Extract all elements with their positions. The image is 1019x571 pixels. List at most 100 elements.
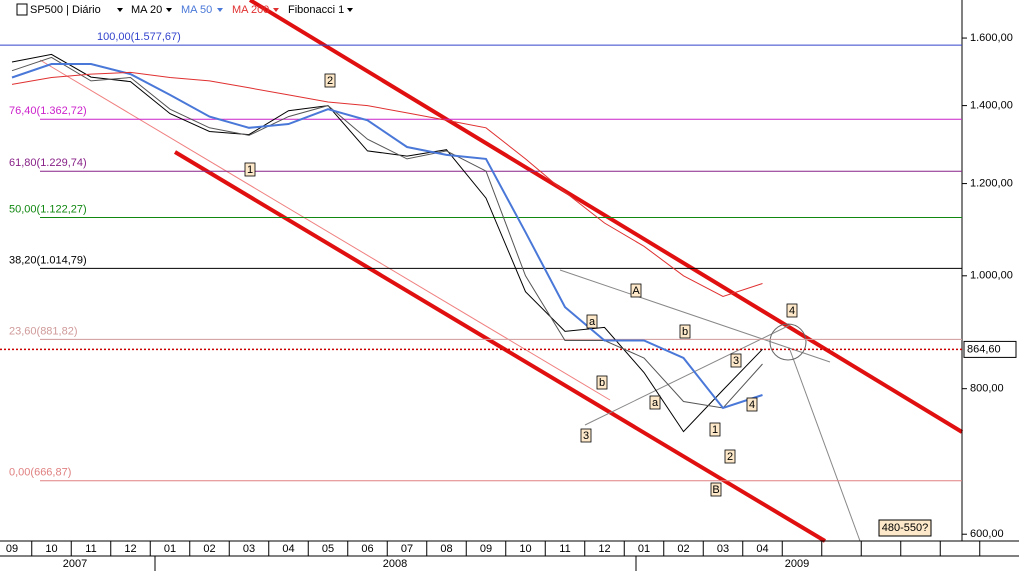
x-tick-label: 11 [559, 543, 570, 555]
trendline [789, 349, 861, 542]
wave-text: B [712, 484, 719, 496]
x-tick-label: 02 [677, 543, 689, 555]
x-tick-label: 07 [401, 543, 413, 555]
x-tick-label: 10 [519, 543, 531, 555]
wave-box [580, 428, 592, 443]
y-tick-label: 800,00 [970, 383, 1004, 395]
year-label: 2008 [383, 558, 407, 570]
dropdown-arrow[interactable] [166, 8, 172, 12]
wave-label: 4 [786, 303, 798, 318]
wave-label: 3 [580, 428, 592, 443]
x-tick-label: 06 [361, 543, 373, 555]
y-tick-label: 600,00 [970, 528, 1004, 540]
channel-thin [39, 59, 611, 401]
wave-label: 3 [730, 353, 742, 368]
y-tick-label: 1.000,00 [970, 270, 1013, 282]
target-box [878, 519, 932, 537]
year-label: 2009 [785, 558, 809, 570]
trendline [584, 324, 791, 426]
wave-label: B [710, 482, 722, 497]
series-line [11, 63, 763, 410]
wave-text: A [632, 285, 640, 297]
series-line [11, 71, 763, 298]
fib-label: 100,00(1.577,67) [97, 31, 181, 43]
x-tick-label: 12 [598, 543, 610, 555]
x-tick-label: 09 [6, 543, 18, 555]
x-tick-label: 01 [638, 543, 650, 555]
wave-text: 4 [789, 305, 795, 317]
indicator[interactable]: MA 50 [181, 4, 212, 16]
wave-box [324, 73, 336, 88]
wave-text: 2 [727, 451, 733, 463]
wave-text: 3 [733, 355, 739, 367]
indicator[interactable]: MA 20 [131, 4, 162, 16]
wave-text: 3 [583, 430, 589, 442]
channel-lower [173, 150, 827, 543]
wave-label: 2 [324, 73, 336, 88]
wave-label: b [596, 375, 608, 390]
wave-label: 1 [709, 422, 721, 437]
wave-text: a [652, 397, 659, 409]
wave-box [630, 283, 642, 298]
toolbar: SP500 | Diário MA 20 MA 50 MA 200 Fibona… [16, 3, 353, 16]
symbol-icon[interactable] [16, 3, 28, 16]
wave-text: 2 [327, 75, 333, 87]
fib-label: 76,40(1.362,72) [9, 105, 87, 117]
wave-text: 1 [712, 424, 718, 436]
trendline [559, 269, 831, 363]
indicator[interactable]: MA 200 [232, 4, 269, 16]
dropdown-arrow[interactable] [273, 8, 279, 12]
x-tick-label: 04 [756, 543, 768, 555]
wave-label: b [679, 324, 691, 339]
wave-box [730, 353, 742, 368]
symbol[interactable]: SP500 | Diário [30, 4, 101, 16]
wave-box [244, 162, 256, 177]
year-label: 2007 [63, 558, 87, 570]
x-tick-label: 11 [85, 543, 96, 555]
wave-text: a [589, 316, 596, 328]
x-tick-label: 10 [45, 543, 57, 555]
dropdown-arrow[interactable] [217, 8, 223, 12]
indicator[interactable]: Fibonacci 1 [288, 4, 344, 16]
dropdown-arrow[interactable] [117, 8, 123, 12]
fib-label: 38,20(1.014,79) [9, 254, 87, 266]
channel-upper [248, 0, 964, 434]
wave-text: b [682, 326, 688, 338]
x-tick-label: 02 [203, 543, 215, 555]
wave-text: b [599, 377, 605, 389]
wave-box [710, 482, 722, 497]
wave-box [679, 324, 691, 339]
wave-box [724, 449, 736, 464]
x-tick-label: 08 [440, 543, 452, 555]
y-tick-label: 1.400,00 [970, 100, 1013, 112]
wave-label: 2 [724, 449, 736, 464]
wave-label: a [649, 395, 661, 410]
wave-label: 4 [746, 397, 758, 412]
dropdown-arrow[interactable] [347, 8, 353, 12]
wave-box [596, 375, 608, 390]
x-tick-label: 09 [480, 543, 492, 555]
series-line [11, 53, 763, 433]
wave-box [746, 397, 758, 412]
wave-box [786, 303, 798, 318]
y-tick-label: 1.600,00 [970, 32, 1013, 44]
x-tick-label: 03 [717, 543, 729, 555]
y-tick-label: 1.200,00 [970, 177, 1013, 189]
wave-label: a [586, 314, 598, 329]
fib-label: 50,00(1.122,27) [9, 203, 87, 215]
x-tick-label: 03 [243, 543, 255, 555]
wave-box [649, 395, 661, 410]
x-tick-label: 01 [164, 543, 176, 555]
last-price-box [963, 340, 1017, 358]
fib-label: 61,80(1.229,74) [9, 157, 87, 169]
plot-area [39, 0, 964, 543]
highlight-circle [769, 323, 807, 361]
x-tick-label: 04 [282, 543, 294, 555]
series-line [11, 56, 763, 409]
target-label: 480-550? [882, 522, 929, 534]
wave-box [586, 314, 598, 329]
fib-label: 23,60(881,82) [9, 325, 78, 337]
wave-text: 1 [247, 164, 253, 176]
